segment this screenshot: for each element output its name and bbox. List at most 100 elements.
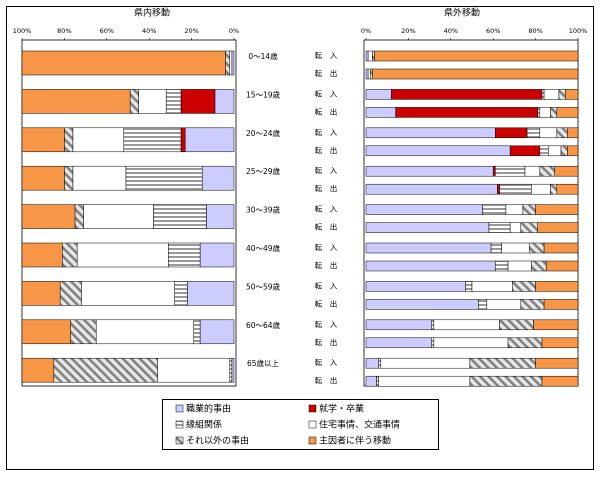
bar-segment [488,222,511,233]
y-tick-label: 30～39歳 [246,205,281,215]
x-tick-label: 60% [486,27,500,35]
bar-segment [507,337,543,349]
x-tick-label: 80% [528,27,542,35]
y-tick-label: 転 入 [315,128,338,137]
bar-segment [556,107,579,118]
bar-segment [541,89,545,100]
outer-border [6,6,594,470]
bar-segment [495,127,528,139]
bar-segment [541,337,579,349]
x-tick-label: 80% [57,27,71,35]
x-tick-label: 40% [142,27,156,35]
bar-segment [74,204,84,229]
bar-segment [550,183,558,195]
bar-segment [72,127,125,153]
bar-segment [21,242,63,268]
bar-segment [431,337,435,349]
bar-segment [199,242,235,268]
bar-segment [492,165,496,177]
bar-segment [365,50,369,62]
x-tick-label: 60% [100,27,114,35]
y-tick-label: 転 出 [315,68,338,78]
bar-segment [225,50,231,76]
y-tick-label: 転 出 [315,222,338,232]
bar-segment [365,165,494,177]
bar-segment [123,127,182,153]
bar-segment [433,337,509,349]
bar-segment [365,357,379,369]
bar-segment [469,357,536,369]
bar-segment [495,260,509,272]
bar-segment [365,127,496,139]
bar-segment [168,242,201,268]
bar-segment [512,281,536,292]
bar-segment [567,127,579,139]
legend-swatch [308,436,317,445]
bar-segment [53,357,158,383]
bar-segment [499,319,534,331]
legend-swatch [308,420,317,429]
bar-segment [505,204,524,215]
bar-segment [21,89,131,114]
y-tick-label: 転 出 [315,106,338,116]
bar-segment [365,242,492,254]
chart-title: 県外移動 [444,7,480,19]
bar-segment [59,281,82,306]
bar-segment [231,50,235,76]
bar-segment [567,145,579,157]
bar-segment [509,222,522,233]
bar-segment [365,68,369,80]
bar-segment [201,165,235,191]
bar-segment [522,204,536,215]
bar-segment [509,145,541,157]
legend-label: 主因者に伴う移動 [319,435,391,447]
bar-segment [214,89,235,114]
bar-segment [174,281,188,306]
bar-segment [81,281,175,306]
bar-segment [21,204,76,229]
legend-label: 就学・卒業 [319,403,364,415]
bar-segment [537,222,579,233]
bar-segment [95,319,194,345]
bar-segment [537,107,541,118]
bar-segment [70,319,97,345]
y-tick-label: 15～19歳 [246,89,281,99]
bar-segment [539,107,551,118]
bar-segment [469,375,543,387]
bar-segment [376,375,379,387]
y-tick-label: 転 出 [315,183,338,193]
bar-segment [433,319,500,331]
bar-segment [431,319,435,331]
bar-segment [365,281,466,292]
bar-segment [229,50,233,76]
bar-segment [471,281,513,292]
bar-segment [501,242,530,254]
bar-segment [556,183,579,195]
bar-segment [76,242,169,268]
y-tick-label: 0～14歳 [248,51,278,61]
bar-segment [138,89,167,114]
bar-segment [478,299,488,310]
y-tick-label: 転 入 [315,243,338,252]
bar-segment [64,165,74,191]
bar-segment [535,281,579,292]
chart-title: 県内移動 [134,7,170,19]
bar-segment [565,89,579,100]
x-tick-label: 40% [444,27,458,35]
y-tick-label: 65歳以上 [247,358,280,368]
bar-segment [531,183,551,195]
legend-label: 住宅事情、交通事情 [319,419,400,431]
bar-segment [535,357,579,369]
bar-segment [465,281,473,292]
bar-segment [548,145,562,157]
bar-segment [365,145,511,157]
bar-segment [539,165,555,177]
bar-segment [365,375,377,387]
legend-swatch [175,436,184,445]
legend-swatch [308,404,317,413]
legend-label: それ以外の事由 [186,435,249,447]
legend-label: 職業的事由 [186,403,231,415]
bar-segment [539,145,549,157]
y-tick-label: 25～29歳 [246,166,281,176]
